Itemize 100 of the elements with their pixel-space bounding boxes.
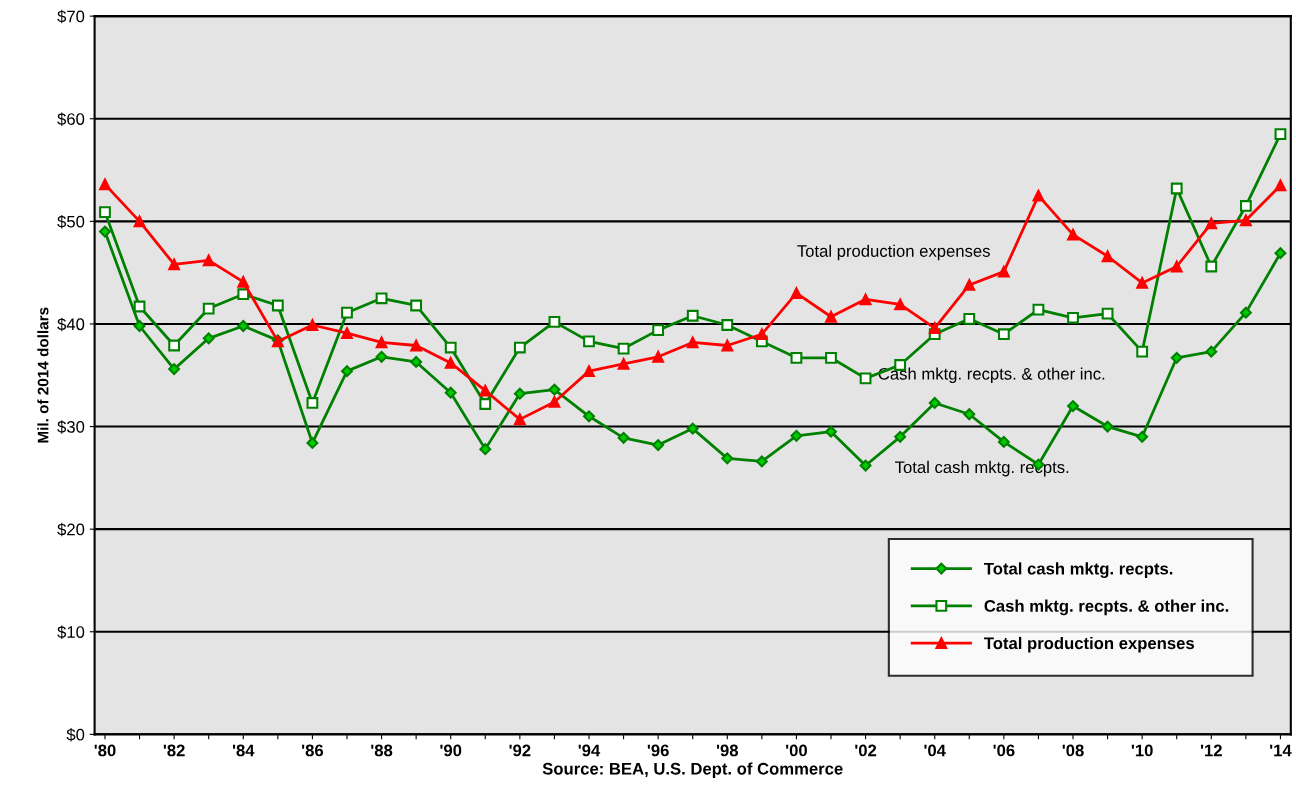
point [99, 206, 111, 219]
point [133, 300, 146, 313]
point [341, 306, 353, 319]
point [410, 339, 423, 352]
point [202, 254, 215, 267]
point [1067, 311, 1079, 324]
point [341, 365, 353, 378]
point [410, 299, 423, 312]
y-tick-label: $0 [66, 728, 85, 742]
point [686, 336, 699, 349]
y-tick-label: $70 [57, 9, 85, 24]
annotation: Cash mktg. recpts. & other inc. [878, 367, 1105, 384]
point [617, 431, 630, 444]
point [721, 452, 734, 465]
point [721, 319, 734, 331]
point [652, 324, 665, 337]
point [168, 363, 181, 376]
point [479, 384, 492, 397]
point [375, 350, 388, 363]
point [963, 312, 976, 325]
y-tick-label: $10 [57, 625, 85, 639]
y-tick-label: $60 [57, 112, 85, 126]
x-tick-label: '04 [924, 744, 946, 757]
point [859, 372, 872, 385]
y-tick-label: $30 [57, 420, 85, 434]
point [997, 436, 1010, 448]
x-tick-label: '84 [232, 744, 255, 757]
x-tick-label: '10 [1131, 744, 1153, 757]
point [790, 287, 803, 300]
y-tick-label: $50 [57, 215, 85, 229]
point [755, 328, 768, 341]
legend-label: Cash mktg. recpts. & other inc. [984, 599, 1229, 616]
x-axis-title: Source: BEA, U.S. Dept. of Commerce [542, 762, 843, 778]
x-tick-label: '86 [302, 744, 324, 757]
point [1101, 307, 1114, 320]
point [583, 410, 595, 423]
point [1032, 303, 1045, 316]
point [790, 429, 803, 442]
y-tick-label: $40 [57, 317, 85, 332]
point [1101, 250, 1114, 263]
point [1032, 189, 1045, 202]
point [133, 215, 146, 228]
point [686, 422, 699, 435]
point [513, 413, 526, 426]
point [825, 310, 837, 323]
point [444, 386, 457, 399]
point [375, 292, 388, 305]
x-tick-label: '80 [94, 744, 116, 757]
point [202, 332, 215, 345]
point [479, 443, 492, 456]
point [1205, 345, 1218, 358]
point [1205, 260, 1218, 273]
x-tick-label: '94 [578, 744, 601, 757]
point [1170, 260, 1183, 273]
point [133, 320, 146, 332]
point [825, 351, 837, 364]
x-tick-label: '92 [509, 744, 531, 757]
point [1136, 345, 1149, 358]
point [513, 341, 526, 354]
x-tick-label: '08 [1062, 744, 1084, 757]
point [410, 355, 423, 368]
point [825, 425, 837, 438]
point [1274, 247, 1287, 260]
point [790, 351, 803, 364]
point [271, 299, 284, 312]
point [1067, 400, 1079, 412]
legend-label: Total production expenses [984, 636, 1194, 653]
point [894, 298, 907, 311]
y-axis-title: Mil. of 2014 dollars [37, 307, 49, 443]
x-tick-label: '90 [440, 744, 462, 757]
point [1101, 420, 1114, 433]
point [755, 455, 768, 468]
x-tick-label: '96 [647, 744, 669, 757]
point [1239, 214, 1252, 227]
point [859, 293, 872, 306]
point [202, 302, 215, 315]
point [444, 341, 457, 354]
point [548, 316, 561, 328]
x-tick-label: '98 [716, 744, 739, 757]
annotation: Total production expenses [797, 244, 990, 261]
point [894, 430, 907, 443]
point [99, 178, 111, 191]
point [652, 439, 665, 451]
x-tick-label: '06 [993, 744, 1015, 757]
point [375, 336, 388, 349]
point [721, 339, 734, 352]
point [583, 335, 595, 348]
legend-label: Total cash mktg. recpts. [984, 562, 1173, 578]
point [997, 328, 1010, 341]
x-tick-label: '12 [1200, 744, 1222, 757]
point [617, 342, 630, 355]
point [997, 265, 1010, 278]
y-tick-label: $20 [57, 522, 85, 537]
point [928, 397, 941, 409]
point [1274, 128, 1287, 141]
point [1239, 306, 1252, 319]
point [1170, 351, 1183, 364]
point [341, 327, 353, 340]
point [168, 258, 181, 271]
point [306, 437, 319, 449]
